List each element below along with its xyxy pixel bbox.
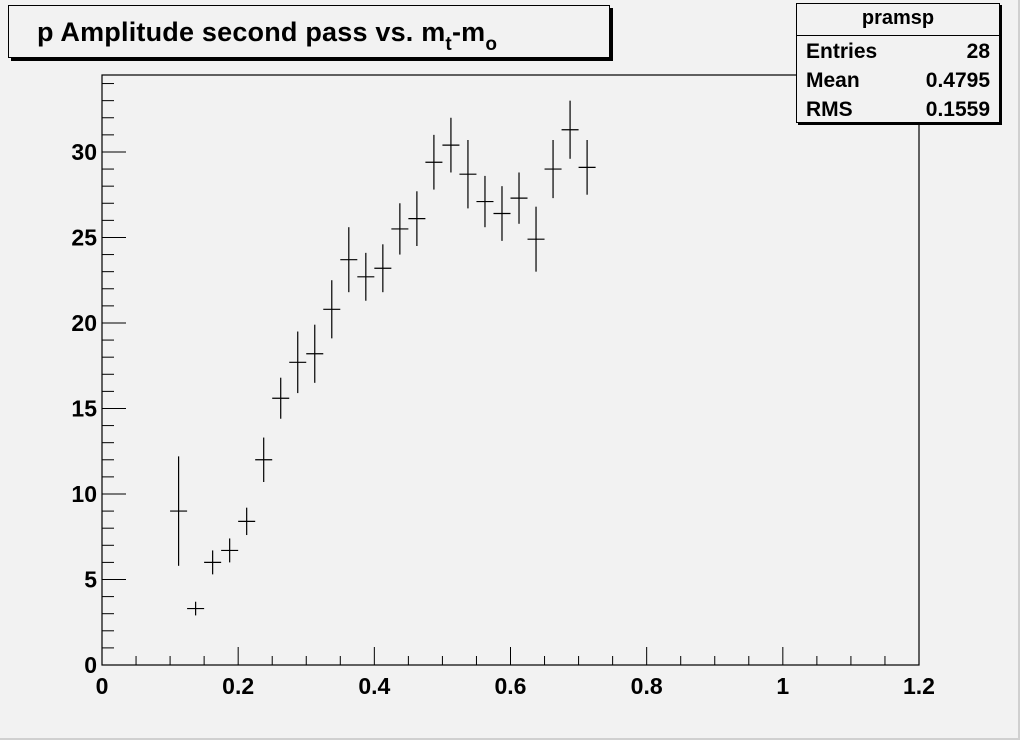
title-sub-o: o bbox=[485, 34, 498, 55]
data-point bbox=[306, 324, 324, 383]
data-point bbox=[459, 139, 477, 209]
y-tick-label: 15 bbox=[71, 395, 97, 421]
x-tick-label: 1 bbox=[776, 673, 789, 699]
plot-frame bbox=[101, 74, 920, 666]
data-point bbox=[357, 252, 375, 301]
stats-row-entries: Entries 28 bbox=[806, 37, 990, 67]
y-tick-label: 25 bbox=[71, 224, 97, 250]
stats-entries-value: 28 bbox=[966, 40, 990, 63]
x-tick-label: 0.4 bbox=[358, 673, 390, 699]
x-tick-label: 0 bbox=[96, 673, 109, 699]
data-point bbox=[187, 601, 205, 616]
data-point bbox=[170, 456, 188, 566]
y-tick-label: 30 bbox=[71, 139, 97, 165]
stats-name: pramsp bbox=[797, 4, 999, 36]
y-tick-label: 0 bbox=[84, 652, 97, 678]
chart-title: p Amplitude second pass vs. mt-mo bbox=[37, 17, 497, 55]
data-point bbox=[527, 206, 545, 272]
title-main: p Amplitude second pass vs. m bbox=[37, 17, 446, 47]
x-tick-label: 1.2 bbox=[903, 673, 935, 699]
x-axis: 0 0.2 0.4 0.6 0.8 1 1.2 bbox=[96, 647, 935, 699]
data-point bbox=[442, 117, 460, 173]
stats-mean-label: Mean bbox=[806, 69, 860, 92]
stats-rms-label: RMS bbox=[806, 98, 853, 121]
stats-box: pramsp Entries 28 Mean 0.4795 RMS 0.1559 bbox=[796, 3, 1000, 123]
data-point bbox=[238, 507, 256, 536]
y-axis: 0 5 10 15 20 25 30 bbox=[71, 83, 126, 678]
title-sub-t: t bbox=[445, 34, 452, 55]
data-point bbox=[204, 550, 222, 575]
data-point bbox=[221, 538, 239, 563]
data-point bbox=[561, 100, 579, 159]
data-point bbox=[340, 227, 358, 293]
data-point bbox=[510, 172, 528, 224]
title-box: p Amplitude second pass vs. mt-mo bbox=[8, 5, 610, 58]
data-point bbox=[289, 331, 307, 394]
data-point bbox=[493, 186, 511, 241]
data-point bbox=[391, 203, 409, 255]
data-point bbox=[374, 244, 392, 293]
data-point bbox=[272, 377, 290, 419]
stats-row-mean: Mean 0.4795 bbox=[806, 66, 990, 96]
stats-entries-label: Entries bbox=[806, 40, 878, 63]
stats-row-rms: RMS 0.1559 bbox=[806, 95, 990, 125]
x-tick-label: 0.6 bbox=[495, 673, 527, 699]
y-tick-label: 10 bbox=[71, 481, 97, 507]
x-tick-label: 0.2 bbox=[222, 673, 254, 699]
data-point bbox=[323, 280, 341, 339]
data-point bbox=[578, 139, 596, 195]
data-point bbox=[425, 134, 443, 190]
x-tick-label: 0.8 bbox=[631, 673, 663, 699]
y-tick-label: 20 bbox=[71, 310, 97, 336]
y-tick-label: 5 bbox=[84, 566, 97, 592]
data-points bbox=[170, 100, 596, 616]
data-point bbox=[544, 139, 562, 199]
stats-rms-value: 0.1559 bbox=[925, 98, 990, 121]
data-point bbox=[255, 437, 273, 483]
stats-mean-value: 0.4795 bbox=[925, 69, 990, 92]
title-mid: -m bbox=[451, 17, 486, 47]
data-point bbox=[408, 191, 426, 247]
data-point bbox=[476, 175, 494, 228]
